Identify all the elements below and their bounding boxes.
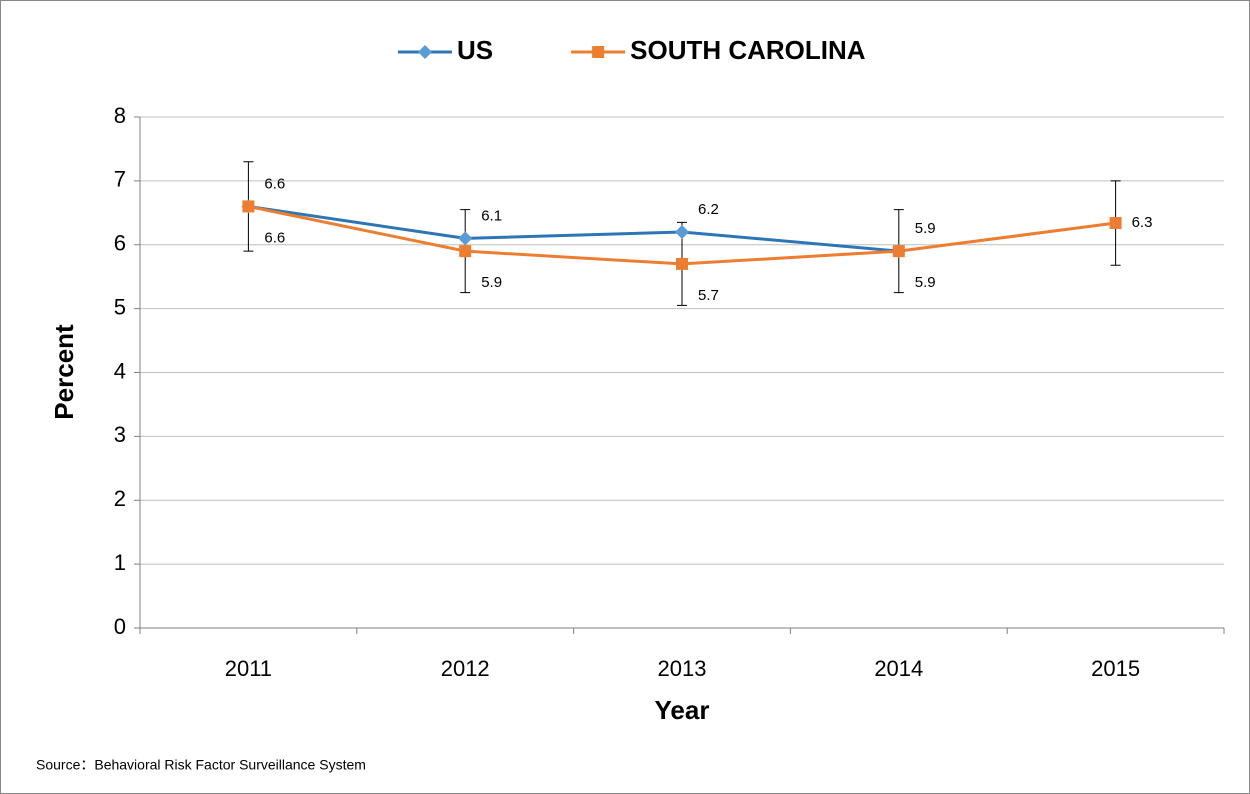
point bbox=[676, 257, 688, 270]
y-tick-label: 8 bbox=[114, 103, 126, 128]
legend-label: US bbox=[457, 35, 493, 65]
y-tick-label: 5 bbox=[114, 294, 126, 319]
y-tick-label: 1 bbox=[114, 550, 126, 575]
data-label: 5.9 bbox=[915, 220, 936, 237]
data-label: 5.7 bbox=[698, 287, 719, 304]
x-tick-label: 2011 bbox=[225, 656, 272, 681]
y-tick-label: 3 bbox=[114, 422, 126, 447]
y-axis-title: Percent bbox=[49, 324, 79, 420]
data-label: 6.6 bbox=[264, 175, 285, 192]
x-tick-label: 2014 bbox=[874, 656, 923, 681]
y-tick-label: 0 bbox=[114, 614, 126, 639]
series-line bbox=[248, 204, 899, 253]
x-tick-label: 2015 bbox=[1091, 656, 1140, 681]
source-note: Source：Behavioral Risk Factor Surveillan… bbox=[36, 757, 366, 773]
legend-marker bbox=[418, 45, 432, 59]
legend-label: SOUTH CAROLINA bbox=[630, 35, 866, 65]
y-tick-label: 6 bbox=[114, 231, 126, 256]
x-tick-label: 2013 bbox=[658, 656, 707, 681]
point bbox=[242, 200, 255, 213]
data-label: 6.2 bbox=[698, 201, 719, 218]
y-tick-label: 2 bbox=[114, 486, 126, 511]
x-tick-label: 2012 bbox=[441, 656, 490, 681]
data-label: 6.1 bbox=[481, 207, 502, 224]
data-label: 5.9 bbox=[915, 274, 936, 291]
legend-marker bbox=[592, 46, 605, 58]
x-axis-title: Year bbox=[655, 695, 710, 725]
data-label: 6.6 bbox=[264, 229, 285, 246]
y-tick-label: 7 bbox=[114, 167, 126, 192]
point bbox=[892, 245, 905, 258]
data-label: 6.3 bbox=[1132, 214, 1153, 231]
point bbox=[458, 231, 473, 246]
point bbox=[459, 245, 472, 258]
data-label: 5.9 bbox=[481, 274, 502, 291]
point bbox=[675, 224, 689, 239]
point bbox=[1109, 217, 1122, 230]
y-tick-label: 4 bbox=[114, 358, 126, 383]
